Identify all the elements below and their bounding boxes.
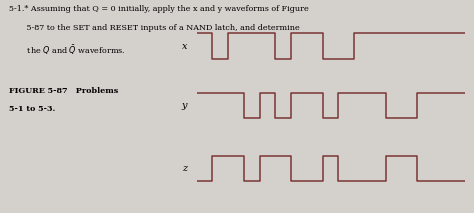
Text: 5-1.* Assuming that Q = 0 initially, apply the x and y waveforms of Figure: 5-1.* Assuming that Q = 0 initially, app… — [9, 5, 309, 13]
Text: FIGURE 5-87   Problems: FIGURE 5-87 Problems — [9, 87, 119, 95]
Text: x: x — [182, 42, 187, 51]
Text: 5-1 to 5-3.: 5-1 to 5-3. — [9, 105, 56, 114]
Text: the $Q$ and $\bar{Q}$ waveforms.: the $Q$ and $\bar{Q}$ waveforms. — [9, 44, 126, 58]
Text: y: y — [182, 101, 187, 110]
Text: z: z — [182, 164, 187, 173]
Text: 5-87 to the SET and RESET inputs of a NAND latch, and determine: 5-87 to the SET and RESET inputs of a NA… — [9, 24, 300, 33]
